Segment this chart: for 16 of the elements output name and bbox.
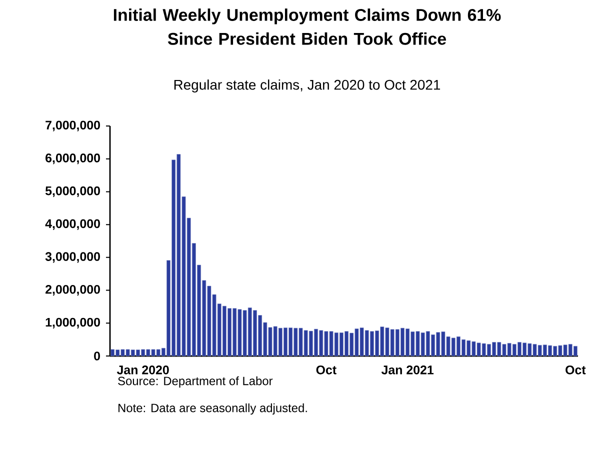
- x-tick-label: Oct: [566, 366, 586, 374]
- y-tick-label: 1,000,000: [46, 318, 100, 328]
- source-note: Source: Department of Labor: [118, 376, 273, 388]
- y-tick-label: 3,000,000: [45, 252, 100, 263]
- y-tick-label: 4,000,000: [45, 219, 100, 230]
- y-tick-label: 6,000,000: [46, 154, 100, 164]
- text: Note: Data are seasonally adjusted.: [118, 403, 307, 415]
- y-tick-label: 5,000,000: [45, 186, 100, 198]
- y-tick-label: 0: [94, 352, 100, 360]
- chart-subtitle: Regular state claims, Jan 2020 to Oct 2021: [174, 80, 440, 93]
- y-tick-label: 7,000,000: [46, 120, 100, 132]
- chart-title: Initial Weekly Unemployment Claims Down 61% Since President Biden Took Office: [114, 8, 501, 45]
- x-tick-label: Jan 2020: [116, 366, 169, 374]
- x-tick-label: Jan 2021: [381, 366, 434, 374]
- x-tick-label: Oct: [316, 366, 336, 374]
- y-tick-label: 2,000,000: [46, 284, 100, 296]
